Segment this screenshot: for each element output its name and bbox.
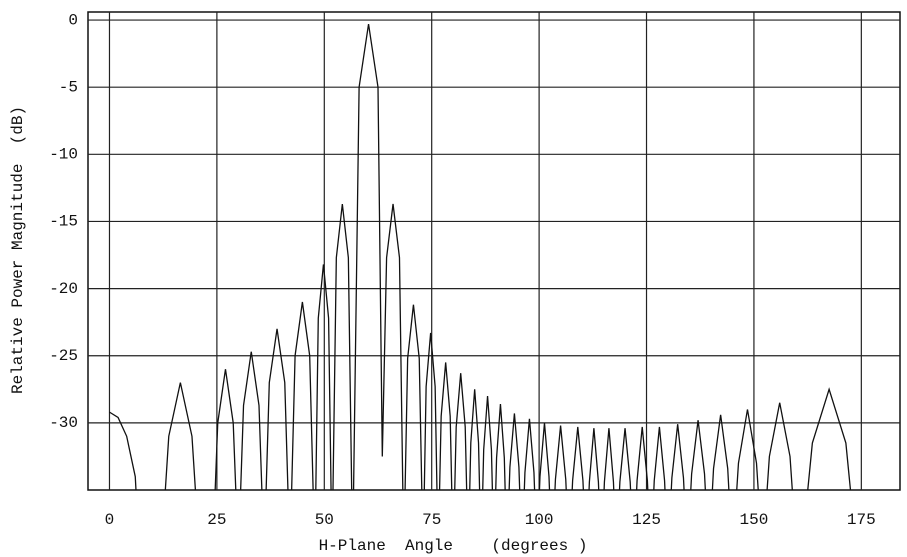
- y-tick-label: 0: [68, 11, 78, 29]
- y-tick-label: -30: [49, 414, 78, 432]
- y-axis-label: Relative Power Magnitude (dB): [9, 106, 27, 394]
- data-line: [109, 23, 852, 490]
- x-tick-label: 175: [847, 511, 876, 529]
- x-axis-label: H-Plane Angle (degrees ): [319, 537, 588, 555]
- x-tick-label: 0: [105, 511, 115, 529]
- x-tick-label: 50: [315, 511, 334, 529]
- x-tick-label: 150: [740, 511, 769, 529]
- y-tick-label: -25: [49, 347, 78, 365]
- x-tick-label: 25: [207, 511, 226, 529]
- x-tick-label: 75: [422, 511, 441, 529]
- y-tick-label: -20: [49, 280, 78, 298]
- y-tick-label: -15: [49, 213, 78, 231]
- x-tick-label: 100: [525, 511, 554, 529]
- x-tick-label: 125: [632, 511, 661, 529]
- plot-frame: [87, 11, 901, 491]
- y-tick-label: -10: [49, 146, 78, 164]
- y-tick-label: -5: [59, 78, 78, 96]
